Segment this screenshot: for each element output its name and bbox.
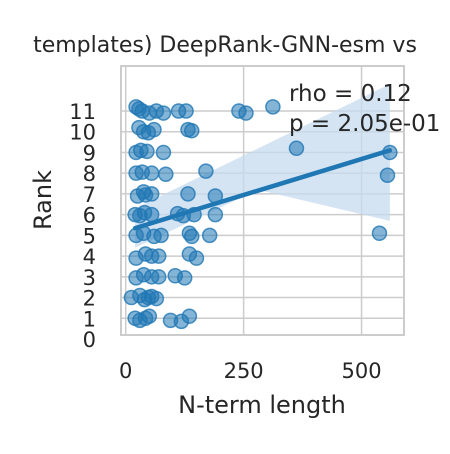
data-point [184, 122, 200, 139]
data-point [201, 227, 218, 244]
data-point [148, 290, 165, 307]
y-tick-label: 5 [83, 224, 96, 248]
rho-annotation: rho = 0.12 [289, 81, 412, 107]
data-point [143, 186, 160, 202]
x-tick-label: 250 [224, 359, 264, 383]
data-points [123, 99, 398, 330]
y-tick-label: 3 [83, 266, 96, 290]
data-point [181, 308, 198, 324]
data-point [139, 143, 155, 160]
data-point [207, 206, 224, 223]
data-point [198, 163, 214, 179]
x-tick-label: 0 [119, 359, 132, 383]
chart-title: templates) DeepRank-GNN-esm vs [33, 33, 417, 58]
plot-frame [120, 65, 405, 336]
data-point [150, 269, 167, 285]
data-point [150, 248, 167, 264]
data-point [158, 166, 174, 182]
y-tick-label: 8 [83, 162, 96, 186]
plot-border [120, 65, 405, 336]
data-point [176, 270, 193, 286]
regression-line-group [132, 148, 393, 231]
regression-line [132, 148, 393, 231]
x-axis-label: N-term length [178, 391, 346, 419]
y-tick-label: 11 [69, 100, 96, 124]
y-tick-label: 4 [83, 245, 96, 269]
data-point [188, 250, 205, 266]
data-point [180, 186, 196, 202]
data-point [265, 99, 281, 115]
data-point [153, 227, 169, 244]
y-axis-label: Rank [29, 170, 57, 230]
y-tick-label: 6 [83, 204, 96, 228]
data-point [238, 105, 254, 121]
data-point [146, 121, 162, 138]
data-point [371, 225, 388, 242]
y-tick-label: 2 [83, 287, 96, 311]
data-point [143, 165, 160, 181]
data-point [141, 308, 158, 324]
x-tick-label: 500 [342, 359, 382, 383]
data-point [155, 105, 172, 121]
data-point [379, 167, 396, 184]
y-tick-label: 7 [83, 183, 96, 207]
p-value-annotation: p = 2.05e-01 [289, 111, 440, 137]
y-tick-label: 0 [83, 328, 96, 352]
y-tick-label: 1 [83, 307, 96, 331]
data-point [184, 228, 200, 245]
data-point [155, 144, 172, 161]
y-tick-label: 9 [83, 141, 96, 165]
data-point [288, 140, 305, 157]
y-tick-label: 10 [69, 121, 96, 145]
data-point [178, 103, 194, 119]
